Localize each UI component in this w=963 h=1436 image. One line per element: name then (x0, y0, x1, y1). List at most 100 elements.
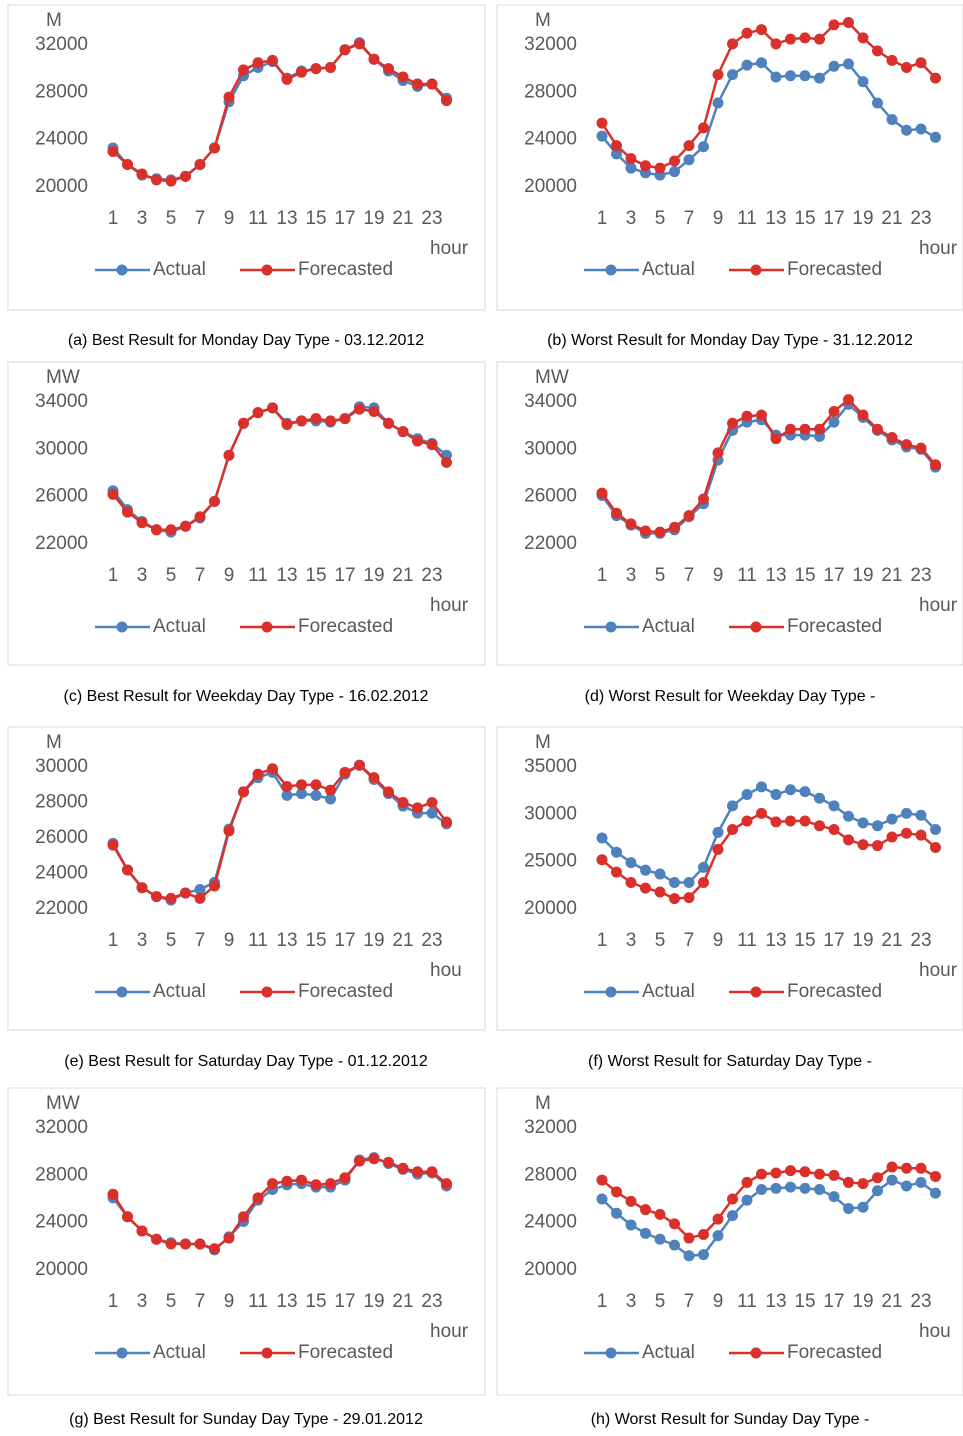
y-tick-label: 26000 (35, 486, 88, 507)
data-point (611, 846, 622, 858)
data-point (654, 886, 666, 898)
data-point (669, 1239, 680, 1251)
y-axis-label: M (46, 732, 62, 753)
data-point (886, 813, 898, 825)
x-tick-label: 23 (910, 208, 931, 229)
y-tick-label: 32000 (35, 34, 88, 55)
data-point (698, 876, 709, 888)
panel (496, 361, 963, 666)
x-tick-label: 1 (108, 930, 119, 951)
data-point (915, 1162, 927, 1174)
legend-label: Forecasted (787, 616, 882, 637)
data-point (194, 511, 206, 523)
legend-marker (116, 621, 128, 633)
data-point (596, 130, 608, 142)
caption: (f) Worst Result for Saturday Day Type - (588, 1053, 872, 1070)
x-tick-label: 23 (421, 930, 442, 951)
y-tick-label: 30000 (524, 803, 577, 824)
data-point (209, 880, 220, 892)
data-point (886, 1174, 898, 1186)
data-point (857, 817, 869, 829)
data-point (194, 883, 206, 895)
data-point (886, 114, 898, 126)
legend-label: Actual (642, 1342, 695, 1363)
data-point (107, 146, 119, 157)
x-tick-label: 5 (166, 208, 177, 229)
y-tick-label: 24000 (524, 1212, 577, 1233)
data-point (654, 1208, 666, 1220)
x-tick-label: 21 (881, 930, 902, 951)
data-point (727, 1210, 738, 1222)
y-tick-label: 30000 (35, 756, 88, 777)
x-axis-label: hour (919, 238, 958, 259)
legend-label: Actual (153, 1342, 206, 1363)
x-tick-label: 3 (137, 1291, 148, 1312)
y-axis-label: MW (46, 367, 80, 388)
data-point (625, 876, 637, 888)
data-point (930, 823, 941, 835)
data-point (727, 800, 738, 812)
x-tick-label: 13 (765, 565, 786, 586)
data-point (741, 788, 753, 800)
caption: (a) Best Result for Monday Day Type - 03… (68, 332, 424, 349)
x-tick-label: 15 (794, 1291, 815, 1312)
data-point (799, 1182, 811, 1194)
data-point (383, 1156, 394, 1168)
legend-marker (750, 1347, 762, 1359)
x-tick-label: 3 (626, 930, 637, 951)
data-point (756, 57, 767, 69)
data-point (325, 793, 336, 805)
legend-label: Actual (642, 616, 695, 637)
data-point (756, 1184, 767, 1196)
x-tick-label: 9 (713, 1291, 724, 1312)
data-point (296, 788, 307, 800)
data-point (296, 1174, 307, 1186)
caption: (h) Worst Result for Sunday Day Type - (591, 1411, 870, 1428)
legend-marker (605, 264, 617, 276)
data-point (785, 33, 796, 45)
x-tick-label: 13 (765, 208, 786, 229)
y-tick-label: 28000 (524, 81, 577, 102)
x-tick-label: 7 (684, 1291, 695, 1312)
data-point (698, 1229, 709, 1240)
data-point (886, 54, 898, 66)
data-point (770, 433, 782, 445)
legend-marker (750, 621, 762, 633)
x-tick-label: 23 (421, 1291, 442, 1312)
x-tick-label: 9 (224, 565, 235, 586)
x-tick-label: 5 (166, 930, 177, 951)
data-point (325, 415, 336, 427)
data-point (281, 781, 293, 793)
data-point (828, 405, 840, 417)
data-point (310, 779, 322, 791)
data-point (596, 1193, 608, 1205)
x-tick-label: 17 (334, 1291, 355, 1312)
data-point (770, 1167, 782, 1179)
legend-marker (605, 986, 617, 998)
data-point (640, 525, 651, 537)
data-point (727, 823, 738, 835)
x-tick-label: 3 (626, 1291, 637, 1312)
x-tick-label: 13 (765, 930, 786, 951)
data-point (441, 95, 452, 107)
data-point (368, 405, 380, 417)
data-point (843, 1202, 854, 1214)
data-point (770, 1182, 782, 1194)
x-tick-label: 11 (248, 930, 268, 951)
data-point (741, 59, 753, 71)
y-tick-label: 28000 (35, 1164, 88, 1185)
data-point (843, 1176, 854, 1188)
data-point (180, 1238, 191, 1250)
data-point (325, 784, 336, 796)
panel (496, 726, 963, 1031)
data-point (669, 155, 680, 167)
x-tick-label: 17 (334, 208, 355, 229)
x-tick-label: 9 (713, 930, 724, 951)
data-point (683, 154, 695, 166)
data-point (814, 33, 825, 45)
data-point (712, 826, 724, 838)
data-point (785, 815, 796, 827)
data-point (930, 459, 941, 471)
legend-label: Forecasted (298, 259, 393, 280)
